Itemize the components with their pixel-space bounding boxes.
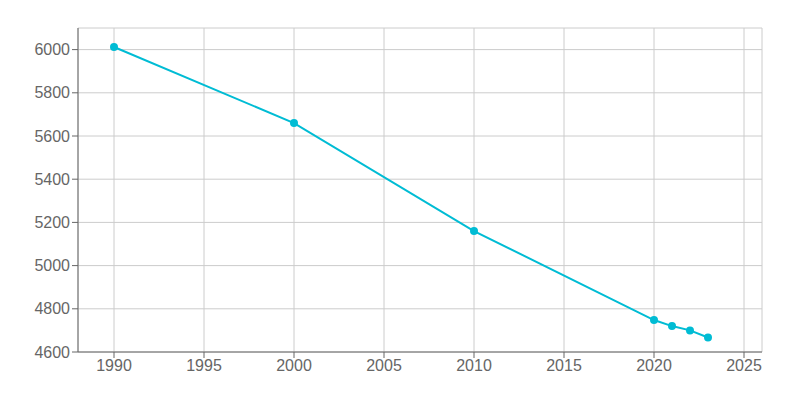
svg-text:1995: 1995 (186, 357, 222, 374)
svg-text:1990: 1990 (96, 357, 132, 374)
svg-text:5200: 5200 (34, 214, 70, 231)
svg-text:5800: 5800 (34, 84, 70, 101)
svg-text:2025: 2025 (726, 357, 762, 374)
svg-text:6000: 6000 (34, 41, 70, 58)
svg-text:2010: 2010 (456, 357, 492, 374)
svg-text:4800: 4800 (34, 300, 70, 317)
svg-text:2005: 2005 (366, 357, 402, 374)
svg-text:2000: 2000 (276, 357, 312, 374)
svg-text:4600: 4600 (34, 344, 70, 361)
svg-text:2015: 2015 (546, 357, 582, 374)
svg-text:2020: 2020 (636, 357, 672, 374)
svg-text:5400: 5400 (34, 171, 70, 188)
svg-text:5600: 5600 (34, 128, 70, 145)
svg-text:5000: 5000 (34, 257, 70, 274)
